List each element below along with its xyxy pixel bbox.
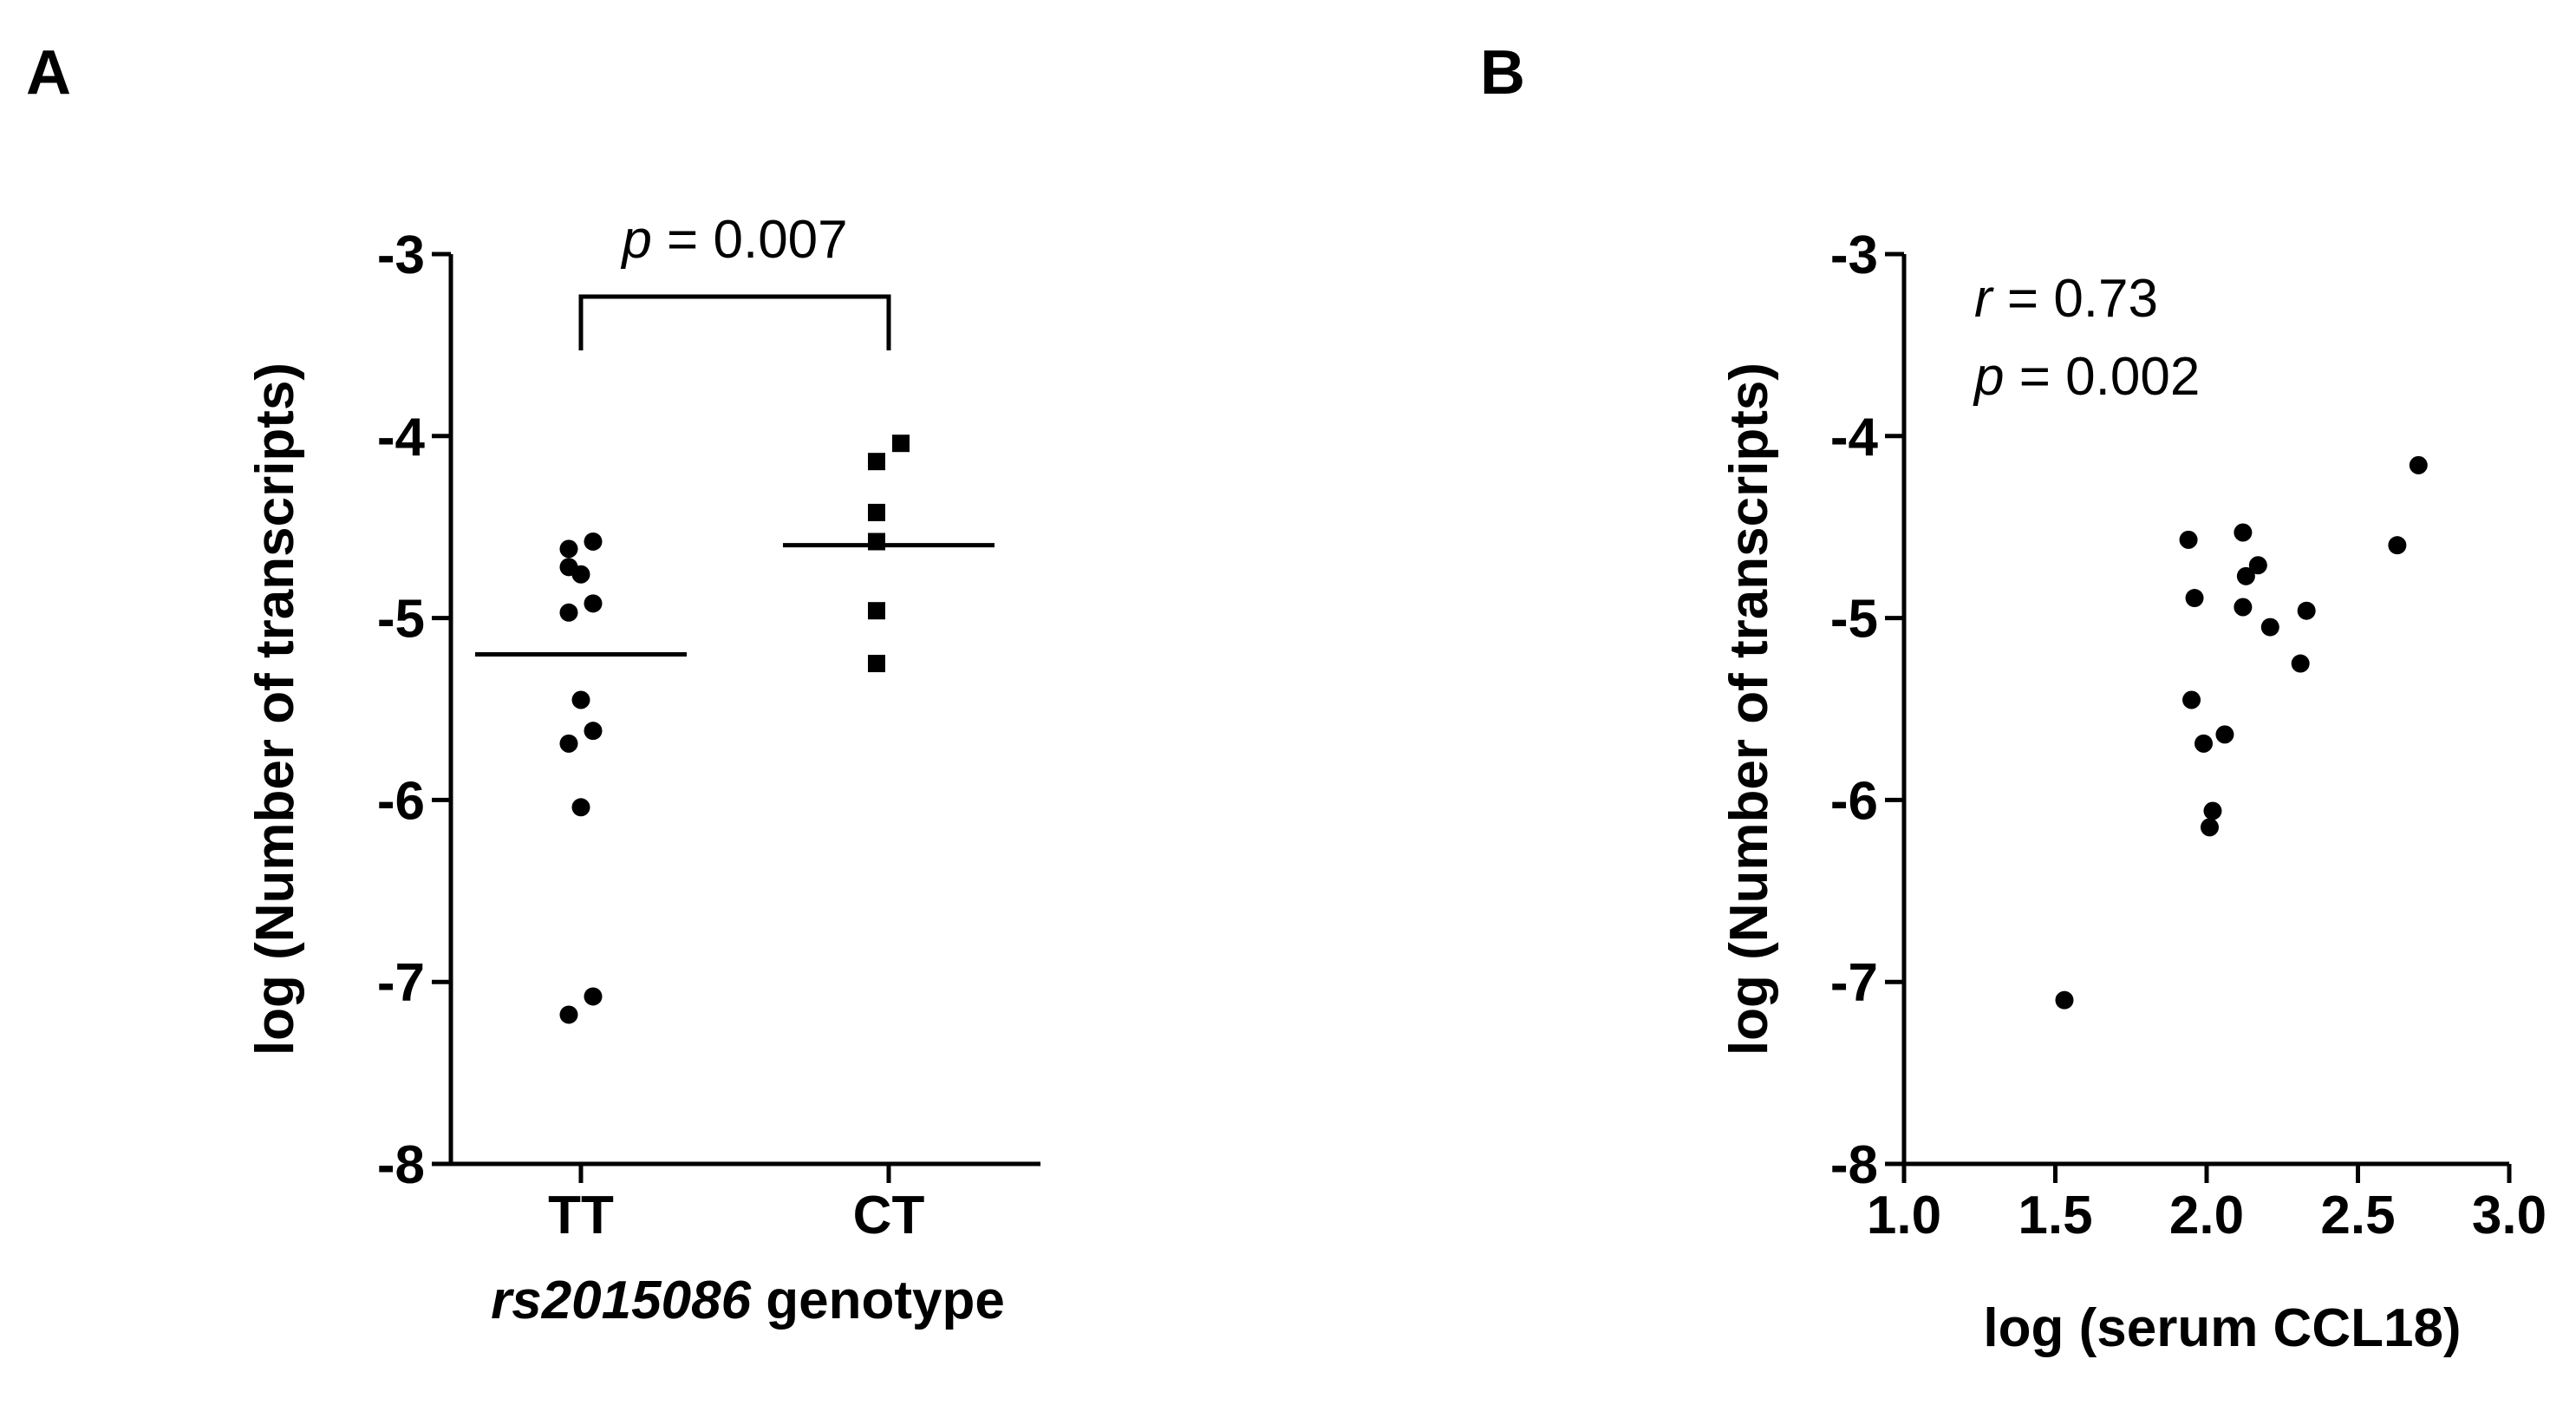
data-point-circle [584, 722, 603, 741]
r-value-text: = 0.73 [1992, 269, 2158, 329]
panel-a-axes [448, 254, 1040, 1166]
data-point-square [892, 435, 910, 453]
panel-a-x-ticks: TT CT [548, 1164, 924, 1245]
data-point [2203, 801, 2222, 820]
x-tick-label: TT [548, 1186, 614, 1245]
data-point [2200, 818, 2219, 837]
panel-a-y-axis-title: log (Number of transcripts) [245, 363, 305, 1055]
panel-a-data-points [559, 435, 910, 1024]
data-point [2055, 990, 2074, 1010]
panel-a-mean-lines [475, 543, 995, 657]
data-point-circle [584, 532, 603, 551]
y-tick-label: -7 [1830, 953, 1878, 1013]
panel-b-y-axis-title: log (Number of transcripts) [1719, 363, 1779, 1055]
data-point [2236, 566, 2255, 585]
data-point-circle [584, 987, 603, 1006]
r-value-annotation: r = 0.73 [1974, 269, 2158, 329]
scatter-panel-b: -3 -4 -5 -6 -7 -8 1.0 1.5 2.0 2.5 3.0 r = 0.73 p … [1719, 225, 2547, 1358]
p-value-text-b: = 0.002 [2004, 347, 2200, 407]
r-symbol: r [1974, 269, 1994, 329]
x-tick-label: CT [853, 1186, 925, 1245]
data-point [2185, 589, 2204, 608]
p-value-text: = 0.007 [652, 210, 848, 270]
y-tick-label: -7 [377, 953, 425, 1013]
y-tick-label: -4 [377, 408, 426, 467]
y-tick-label: -5 [377, 590, 425, 650]
data-point-square [868, 533, 885, 551]
data-point [2179, 530, 2198, 549]
data-point-circle [559, 539, 578, 559]
panel-label-b: B [1480, 38, 1525, 108]
data-point-circle [584, 594, 603, 613]
x-tick-label: 2.0 [2169, 1186, 2244, 1245]
data-point-circle [571, 798, 590, 817]
x-tick-label: 1.5 [2018, 1186, 2092, 1245]
panel-a-y-ticks: -3 -4 -5 -6 -7 -8 [377, 225, 451, 1195]
panel-a-x-axis-title: rs2015086 genotype [491, 1271, 1005, 1330]
y-tick-label: -8 [377, 1135, 425, 1195]
p-value-annotation-b: p = 0.002 [1973, 347, 2200, 407]
data-point [2215, 725, 2234, 744]
data-point [2388, 536, 2407, 555]
panel-b-data-points [2055, 455, 2428, 1010]
data-point-square [868, 602, 885, 620]
data-point-square [868, 453, 885, 471]
data-point [2248, 556, 2267, 575]
data-point [2291, 654, 2310, 673]
data-point-square [868, 655, 885, 673]
data-point-circle [571, 690, 590, 709]
panel-b-x-ticks: 1.0 1.5 2.0 2.5 3.0 [1867, 1164, 2547, 1245]
dot-plot-panel-a: -3 -4 -5 -6 -7 -8 TT CT p = 0.007 log (Number … [245, 210, 1040, 1330]
significance-bracket [578, 294, 891, 350]
panel-label-a: A [26, 38, 71, 108]
panel-b-x-axis-title: log (serum CCL18) [1983, 1298, 2461, 1358]
y-tick-label: -6 [1830, 771, 1878, 831]
x-axis-title-rest: genotype [751, 1271, 1005, 1330]
data-point [2234, 523, 2253, 542]
bracket-line [578, 294, 891, 350]
data-point-circle [571, 565, 590, 584]
panel-b-y-ticks: -3 -4 -5 -6 -7 -8 [1830, 225, 1904, 1195]
data-point-circle [559, 1005, 578, 1024]
data-point [2260, 618, 2279, 637]
x-tick-label: 1.0 [1867, 1186, 1941, 1245]
y-tick-label: -3 [1830, 225, 1878, 285]
data-point [2194, 734, 2214, 753]
data-point [2297, 601, 2316, 620]
snp-id: rs2015086 [491, 1271, 751, 1330]
data-point [2182, 690, 2201, 709]
x-tick-label: 3.0 [2472, 1186, 2547, 1245]
p-symbol: p [620, 210, 651, 270]
data-point-circle [559, 734, 578, 753]
p-value-annotation: p = 0.007 [620, 210, 847, 270]
p-symbol-b: p [1973, 347, 2004, 407]
data-point [2234, 598, 2253, 617]
x-tick-label: 2.5 [2320, 1186, 2395, 1245]
y-tick-label: -3 [377, 225, 425, 285]
data-point-square [868, 503, 885, 521]
data-point-circle [559, 603, 578, 622]
data-point [2409, 455, 2428, 474]
y-tick-label: -8 [1830, 1135, 1878, 1195]
y-tick-label: -5 [1830, 590, 1878, 650]
y-tick-label: -6 [377, 771, 425, 831]
y-tick-label: -4 [1830, 408, 1879, 467]
